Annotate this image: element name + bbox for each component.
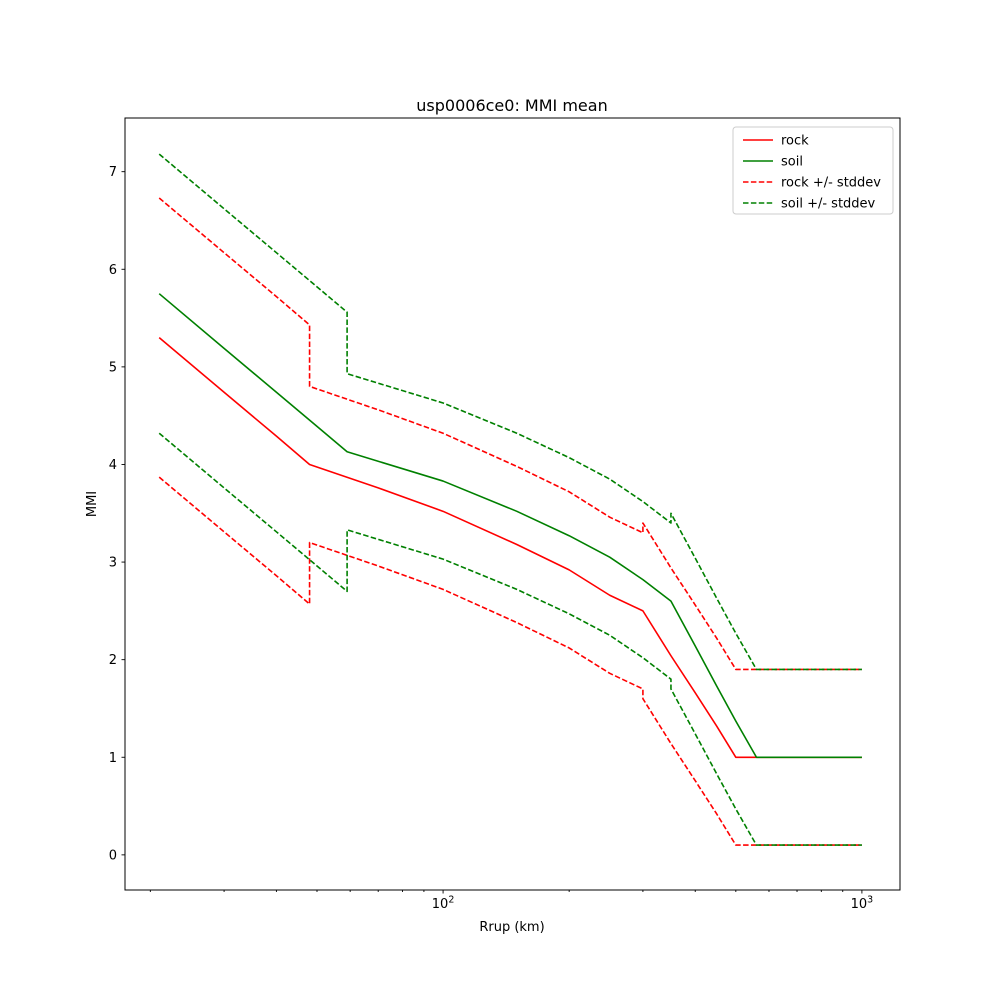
legend: rock soil rock +/- stddev soil +/- stdde… bbox=[732, 126, 894, 215]
series-line-rock-stddev-0 bbox=[158, 197, 862, 671]
legend-label-rock: rock bbox=[781, 134, 809, 149]
y-tick-label-4: 4 bbox=[109, 458, 117, 473]
series-line-soil-0 bbox=[158, 293, 862, 759]
chart-title: usp0006ce0: MMI mean bbox=[416, 96, 607, 115]
y-tick-label-2: 2 bbox=[109, 653, 117, 668]
x-tick-label-100: 102 bbox=[432, 895, 455, 913]
x-tick-label-1000: 103 bbox=[851, 895, 874, 913]
series-line-soil-stddev-1 bbox=[158, 432, 862, 846]
y-tick-label-0: 0 bbox=[109, 848, 117, 863]
y-tick-label-7: 7 bbox=[109, 165, 117, 180]
legend-label-soil-stddev: soil +/- stddev bbox=[781, 197, 876, 212]
y-tick-label-6: 6 bbox=[109, 263, 117, 278]
x-axis-label: Rrup (km) bbox=[479, 920, 544, 935]
series-line-rock-0 bbox=[158, 336, 862, 759]
legend-label-rock-stddev: rock +/- stddev bbox=[781, 176, 881, 191]
series-line-rock-stddev-1 bbox=[158, 476, 862, 846]
y-axis-label: MMI bbox=[85, 491, 100, 517]
y-tick-label-3: 3 bbox=[109, 556, 117, 571]
plot-lines-layer: 0 1 2 3 4 5 6 7 102 103 bbox=[109, 153, 874, 913]
legend-label-soil: soil bbox=[781, 155, 803, 170]
legend-frame bbox=[732, 126, 894, 215]
axes-frame bbox=[124, 117, 901, 891]
y-tick-label-5: 5 bbox=[109, 360, 117, 375]
series-line-soil-stddev-0 bbox=[158, 153, 862, 671]
y-tick-label-1: 1 bbox=[109, 751, 117, 766]
